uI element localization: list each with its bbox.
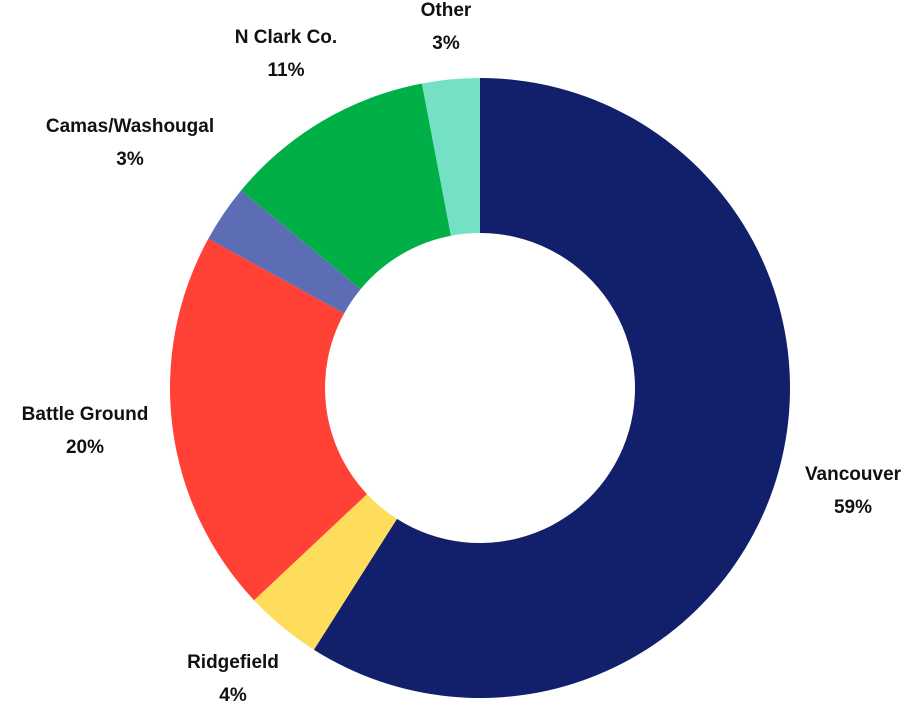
slice-vancouver: [313, 78, 790, 698]
slice-other: [421, 78, 480, 236]
slice-ridgefield: [254, 494, 397, 650]
slice-value-battle-ground: 20%: [66, 437, 104, 458]
labels-group: Vancouver 59% Ridgefield 4% Battle Ground 20%…: [22, 0, 902, 706]
slice-n-clark-co: [241, 83, 451, 290]
slice-label-other: Other: [421, 0, 472, 21]
slice-value-camas-washougal: 3%: [116, 149, 144, 170]
slice-value-ridgefield: 4%: [219, 685, 247, 706]
slice-label-battle-ground: Battle Ground: [22, 404, 149, 425]
slice-value-n-clark-co: 11%: [268, 60, 305, 81]
slice-label-n-clark-co: N Clark Co.: [235, 27, 337, 48]
slice-label-camas-washougal: Camas/Washougal: [46, 116, 214, 137]
slice-label-vancouver: Vancouver: [805, 464, 902, 485]
slice-battle-ground: [170, 238, 368, 601]
slice-value-other: 3%: [432, 33, 460, 54]
slices-group: [170, 78, 790, 698]
slice-camas-washougal: [208, 190, 361, 314]
slice-label-ridgefield: Ridgefield: [187, 652, 279, 673]
slice-value-vancouver: 59%: [834, 497, 872, 518]
